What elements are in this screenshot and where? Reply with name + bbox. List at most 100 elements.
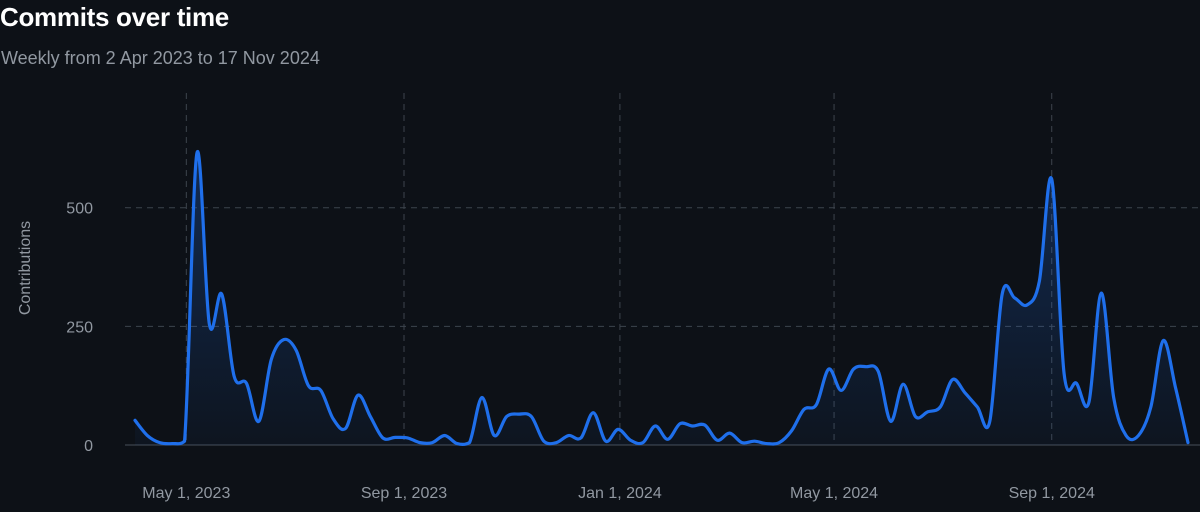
data-point xyxy=(244,381,248,385)
y-tick-label: 250 xyxy=(66,319,93,336)
data-point xyxy=(529,415,533,419)
data-point xyxy=(765,442,769,446)
data-point xyxy=(145,434,149,438)
data-point xyxy=(1124,434,1128,438)
data-point xyxy=(480,396,484,400)
data-point xyxy=(467,441,471,445)
y-tick-label: 0 xyxy=(84,438,93,455)
data-point xyxy=(443,434,447,438)
data-point xyxy=(344,426,348,430)
area-layer xyxy=(133,150,1190,447)
data-point xyxy=(827,367,831,371)
data-point xyxy=(839,388,843,392)
y-axis: 0 250 500 xyxy=(66,201,93,455)
data-point xyxy=(752,439,756,443)
data-point xyxy=(814,403,818,407)
data-point xyxy=(1099,291,1103,295)
data-point xyxy=(616,427,620,431)
data-point xyxy=(963,391,967,395)
data-point xyxy=(492,434,496,438)
data-point xyxy=(294,348,298,352)
data-point xyxy=(567,434,571,438)
data-point xyxy=(257,419,261,423)
data-point xyxy=(418,441,422,445)
x-axis: May 1, 2023 Sep 1, 2023 Jan 1, 2024 May 1, … xyxy=(142,485,1095,502)
chart-title: Commits over time xyxy=(0,2,229,32)
data-point xyxy=(876,369,880,373)
data-point xyxy=(690,424,694,428)
data-point xyxy=(1186,441,1190,445)
data-point xyxy=(715,438,719,442)
data-point xyxy=(790,429,794,433)
data-point xyxy=(913,415,917,419)
y-axis-title: Contributions xyxy=(17,221,34,315)
data-point xyxy=(604,439,608,443)
data-point xyxy=(926,410,930,414)
data-point xyxy=(542,439,546,443)
chart-subtitle: Weekly from 2 Apr 2023 to 17 Nov 2024 xyxy=(1,48,320,68)
data-point xyxy=(591,411,595,415)
data-point xyxy=(183,439,187,443)
x-tick-label: Sep 1, 2024 xyxy=(1009,485,1095,502)
data-point xyxy=(1075,381,1079,385)
data-point xyxy=(430,441,434,445)
data-point xyxy=(406,436,410,440)
data-point xyxy=(975,405,979,409)
data-point xyxy=(1161,339,1165,343)
data-point xyxy=(517,412,521,416)
data-point xyxy=(641,441,645,445)
data-point xyxy=(666,437,670,441)
data-point xyxy=(703,423,707,427)
data-point xyxy=(1025,303,1029,307)
data-point xyxy=(889,419,893,423)
data-point xyxy=(852,367,856,371)
data-point xyxy=(678,422,682,426)
data-point xyxy=(1050,177,1054,181)
data-point xyxy=(579,436,583,440)
data-point xyxy=(1136,434,1140,438)
data-point xyxy=(1087,400,1091,404)
data-point xyxy=(777,441,781,445)
data-point xyxy=(1149,405,1153,409)
data-point xyxy=(158,441,162,445)
series-area xyxy=(135,151,1188,445)
data-point xyxy=(554,441,558,445)
data-point xyxy=(1013,296,1017,300)
y-tick-label: 500 xyxy=(66,201,93,218)
data-point xyxy=(901,382,905,386)
data-point xyxy=(455,442,459,446)
series-line xyxy=(133,150,1190,447)
data-point xyxy=(220,292,224,296)
data-point xyxy=(740,441,744,445)
data-point xyxy=(368,415,372,419)
data-point xyxy=(864,365,868,369)
data-point xyxy=(1174,386,1178,390)
data-point xyxy=(195,151,199,155)
data-point xyxy=(505,415,509,419)
data-point xyxy=(356,393,360,397)
data-point xyxy=(319,388,323,392)
data-point xyxy=(951,378,955,382)
data-point xyxy=(133,418,137,422)
data-point xyxy=(938,405,942,409)
data-point xyxy=(207,322,211,326)
data-point xyxy=(1037,279,1041,283)
data-point xyxy=(1000,292,1004,296)
x-tick-label: May 1, 2024 xyxy=(790,485,878,502)
x-tick-label: Jan 1, 2024 xyxy=(578,485,662,502)
x-tick-label: May 1, 2023 xyxy=(142,485,230,502)
data-point xyxy=(269,358,273,362)
data-point xyxy=(988,419,992,423)
data-point xyxy=(1112,396,1116,400)
data-point xyxy=(232,374,236,378)
data-point xyxy=(393,435,397,439)
data-point xyxy=(1062,372,1066,376)
data-point xyxy=(306,384,310,388)
data-point xyxy=(381,436,385,440)
data-point xyxy=(802,407,806,411)
data-point xyxy=(653,424,657,428)
data-point xyxy=(170,442,174,446)
data-point xyxy=(629,438,633,442)
x-tick-label: Sep 1, 2023 xyxy=(361,485,447,502)
